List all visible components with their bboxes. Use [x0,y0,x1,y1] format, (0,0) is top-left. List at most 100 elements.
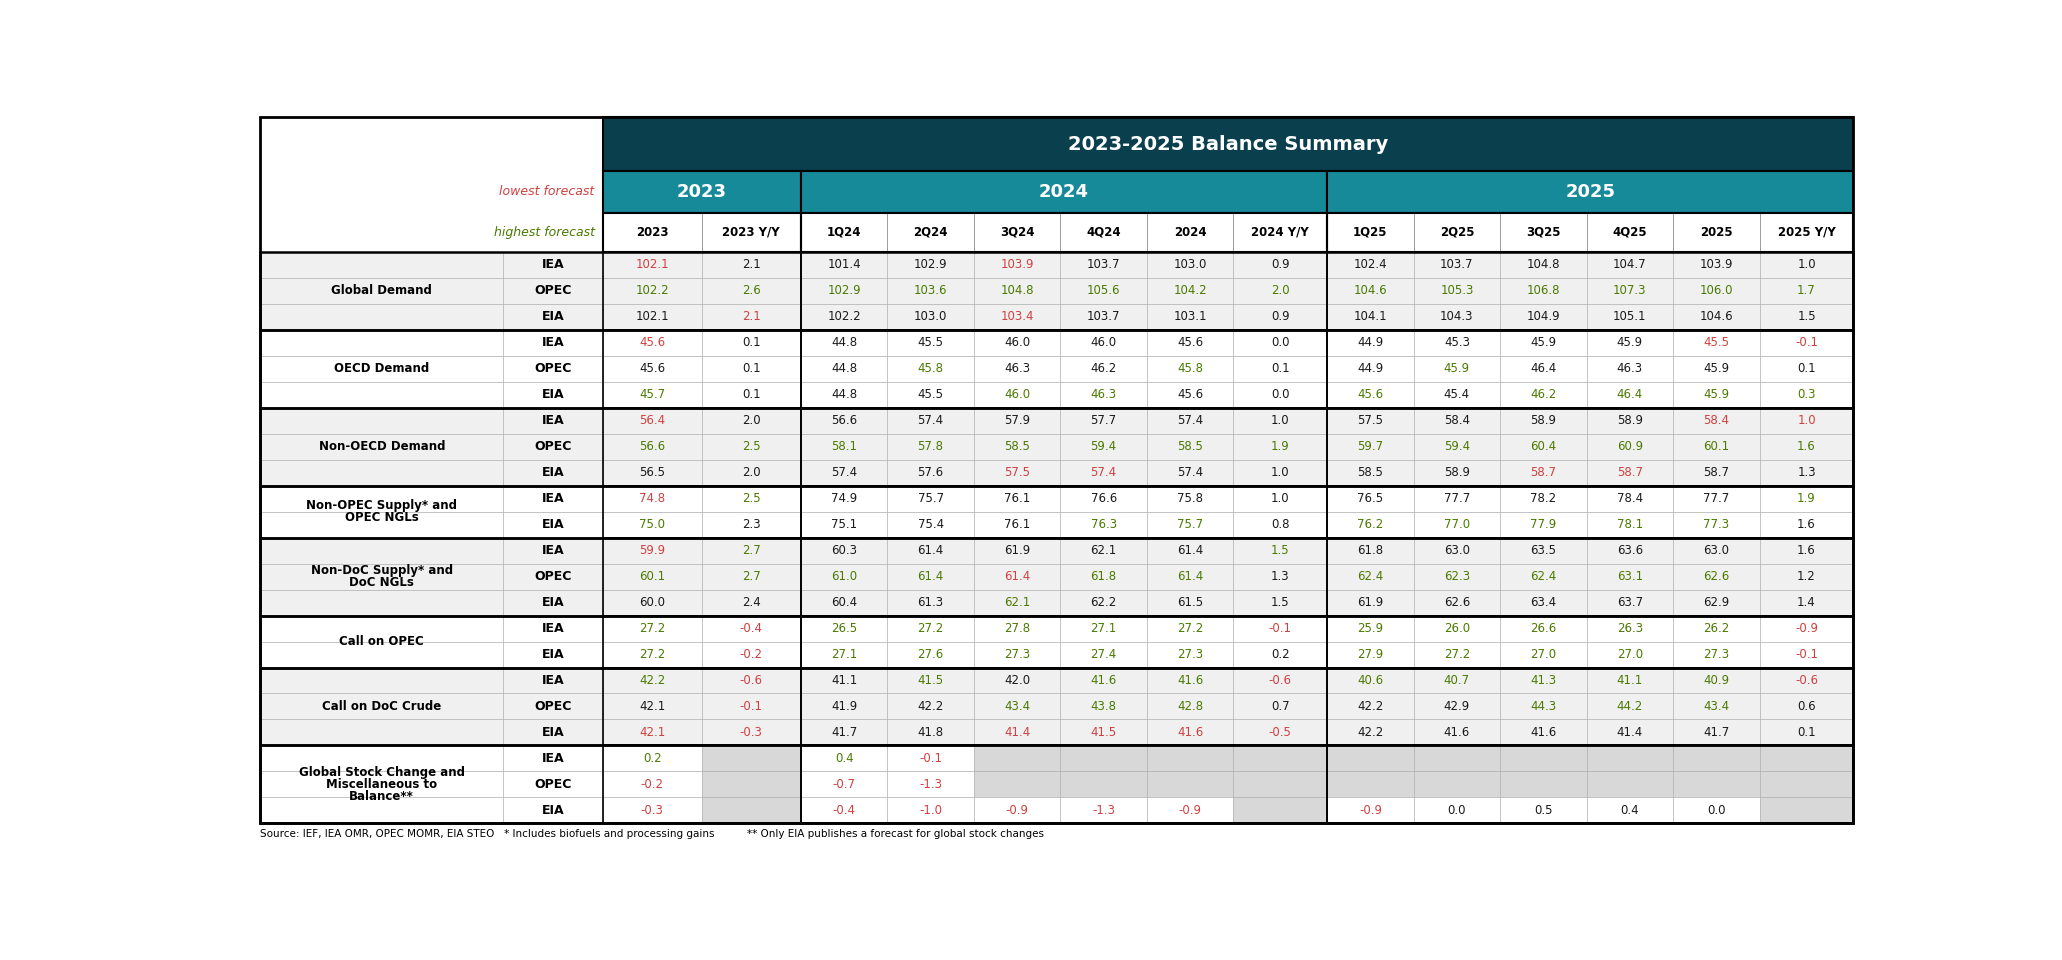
Bar [1672,408,1759,434]
Text: 58.9: 58.9 [1617,415,1643,427]
Bar [701,330,800,356]
Bar [1328,615,1854,667]
Bar [800,641,887,667]
Bar [1233,772,1328,798]
Text: 75.7: 75.7 [1177,518,1204,531]
Bar [503,434,602,460]
Text: 105.3: 105.3 [1439,284,1474,298]
Bar [887,589,973,615]
Bar [701,278,800,304]
Bar [1586,278,1672,304]
Text: 103.7: 103.7 [1087,310,1120,324]
Bar [800,512,887,538]
Bar [1759,304,1854,330]
Text: 57.5: 57.5 [1357,415,1384,427]
Bar [800,330,1328,408]
Bar [1233,641,1328,667]
Text: 42.2: 42.2 [918,700,944,713]
Text: 41.1: 41.1 [831,674,858,687]
Bar [887,460,973,486]
Bar [503,304,602,330]
Bar [1060,382,1146,408]
Bar [1759,382,1854,408]
Bar [1501,278,1586,304]
Text: 2.1: 2.1 [742,310,761,324]
Text: 2024: 2024 [1039,182,1089,201]
Bar [1415,641,1501,667]
Text: -0.1: -0.1 [1796,648,1819,661]
Text: EIA: EIA [542,726,565,739]
Text: 0.2: 0.2 [1270,648,1289,661]
Text: 2Q25: 2Q25 [1439,226,1474,239]
Text: 45.8: 45.8 [918,362,944,375]
Text: 27.3: 27.3 [1004,648,1031,661]
Bar [602,745,800,824]
Bar [1501,667,1586,693]
Text: 45.7: 45.7 [639,388,666,401]
Bar [1328,798,1415,824]
Text: 27.3: 27.3 [1177,648,1204,661]
Bar [503,460,602,486]
Bar [1586,538,1672,564]
Text: 60.1: 60.1 [1703,441,1730,453]
Bar [1328,641,1415,667]
Text: EIA: EIA [542,310,565,324]
Text: 103.0: 103.0 [1173,258,1206,272]
Bar [1501,252,1586,278]
Bar [1759,460,1854,486]
Text: 0.4: 0.4 [1621,804,1639,817]
Bar [1328,213,1415,252]
Bar [260,745,1854,824]
Text: -1.3: -1.3 [920,778,942,791]
Bar [602,330,800,408]
Text: 63.0: 63.0 [1703,544,1730,557]
Text: 2025: 2025 [1699,226,1732,239]
Text: 58.5: 58.5 [1004,441,1031,453]
Text: -0.2: -0.2 [641,778,664,791]
Text: Balance**: Balance** [348,790,414,803]
Bar [1759,434,1854,460]
Bar [1146,382,1233,408]
Bar [1415,512,1501,538]
Text: 1Q24: 1Q24 [827,226,862,239]
Bar [800,615,887,641]
Bar [1328,512,1415,538]
Bar [260,798,503,824]
Bar [800,772,887,798]
Bar [602,693,701,719]
Bar [1060,434,1146,460]
Bar [701,772,800,798]
Bar [260,615,1854,667]
Text: 45.8: 45.8 [1177,362,1202,375]
Bar [887,356,973,382]
Bar [503,615,602,641]
Text: 46.4: 46.4 [1617,388,1643,401]
Bar [701,745,800,772]
Text: 62.4: 62.4 [1530,570,1557,583]
Text: 43.4: 43.4 [1004,700,1031,713]
Text: 57.4: 57.4 [1177,467,1204,479]
Bar [973,356,1060,382]
Bar [1328,667,1854,745]
Text: 104.2: 104.2 [1173,284,1206,298]
Text: 57.9: 57.9 [1004,415,1031,427]
Bar [602,615,800,667]
Bar [701,460,800,486]
Bar [1759,564,1854,589]
Text: -0.4: -0.4 [833,804,856,817]
Text: 104.3: 104.3 [1439,310,1474,324]
Bar [260,408,1854,486]
Text: 63.5: 63.5 [1530,544,1557,557]
Bar [1501,798,1586,824]
Text: OPEC: OPEC [534,284,571,298]
Text: -1.0: -1.0 [920,804,942,817]
Bar [1415,538,1501,564]
Text: 41.7: 41.7 [1703,726,1730,739]
Text: 44.2: 44.2 [1617,700,1643,713]
Text: 27.1: 27.1 [1091,622,1118,636]
Bar [602,538,800,615]
Bar [1060,719,1146,745]
Bar [973,278,1060,304]
Text: 56.5: 56.5 [639,467,666,479]
Bar [973,538,1060,564]
